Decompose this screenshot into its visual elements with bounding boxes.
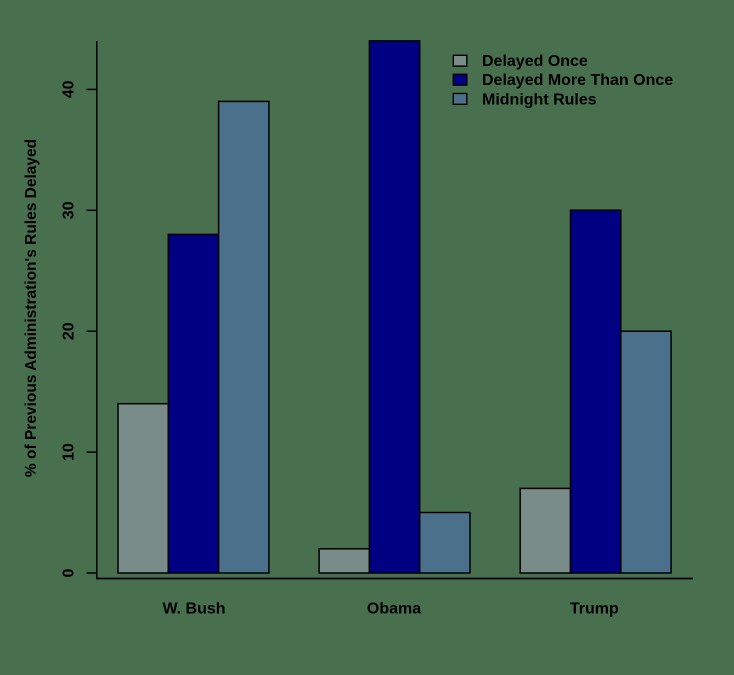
svg-text:40: 40 [61,80,78,98]
svg-text:0: 0 [61,568,78,577]
svg-text:W. Bush: W. Bush [162,601,225,618]
svg-text:Delayed More Than Once: Delayed More Than Once [482,72,673,89]
svg-text:Delayed Once: Delayed Once [482,53,588,70]
svg-text:% of Previous Administration's: % of Previous Administration's Rules Del… [23,139,40,477]
svg-text:10: 10 [61,443,78,461]
svg-text:Trump: Trump [570,601,619,618]
svg-text:Obama: Obama [367,601,421,618]
svg-text:30: 30 [61,201,78,219]
svg-text:Midnight Rules: Midnight Rules [482,91,597,108]
svg-text:20: 20 [61,322,78,340]
